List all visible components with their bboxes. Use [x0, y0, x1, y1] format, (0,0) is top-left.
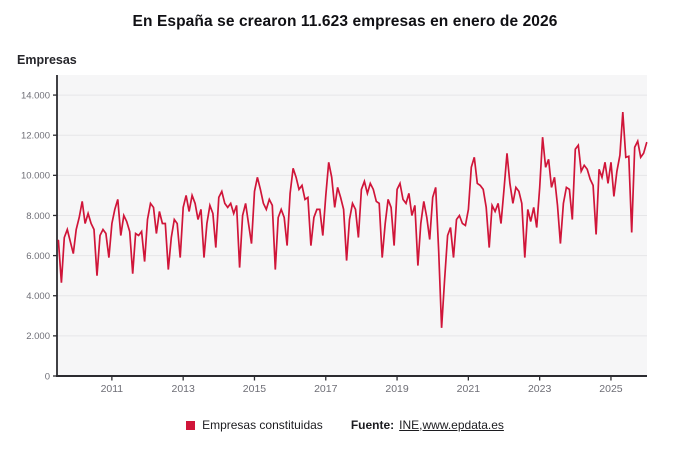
y-tick-label: 0	[45, 371, 50, 382]
source-link-ine[interactable]: INE	[399, 418, 420, 432]
x-tick-label: 2019	[385, 383, 409, 395]
y-tick-label: 4.000	[26, 291, 50, 302]
y-tick-label: 14.000	[21, 90, 50, 101]
y-tick-label: 2.000	[26, 331, 50, 342]
source-link-separator: ,	[419, 418, 423, 432]
series-line-empresas-constituidas[interactable]	[57, 112, 648, 328]
x-tick-label: 2013	[171, 383, 195, 395]
x-tick-label: 2023	[528, 383, 552, 395]
y-tick-label: 6.000	[26, 251, 50, 262]
x-tick-label: 2011	[101, 383, 124, 395]
y-tick-label: 10.000	[21, 171, 50, 182]
x-tick-label: 2025	[599, 383, 623, 395]
x-tick-label: 2017	[314, 383, 338, 395]
y-tick-label: 8.000	[26, 211, 50, 222]
source-note: Fuente: INE , www.epdata.es	[351, 418, 504, 432]
chart-title: En España se crearon 11.623 empresas en …	[132, 13, 558, 30]
y-axis-title: Empresas	[17, 53, 77, 67]
source-link-epdata[interactable]: www.epdata.es	[422, 418, 504, 432]
x-tick-label: 2015	[243, 383, 267, 395]
chart-footer: Empresas constituidas Fuente: INE , www.…	[0, 415, 690, 435]
x-tick-label: 2021	[457, 383, 481, 395]
source-label: Fuente:	[350, 418, 395, 432]
y-tick-label: 12.000	[21, 131, 50, 142]
legend-label: Empresas constituidas	[202, 418, 323, 432]
legend-swatch	[186, 420, 196, 430]
legend-item-empresas-constituidas[interactable]: Empresas constituidas	[186, 418, 323, 432]
